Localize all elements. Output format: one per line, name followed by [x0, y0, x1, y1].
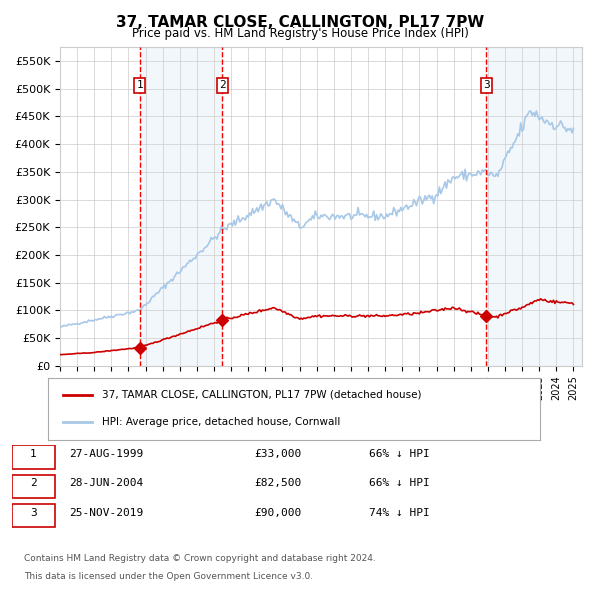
Text: 66% ↓ HPI: 66% ↓ HPI [369, 449, 430, 459]
Text: £90,000: £90,000 [254, 507, 301, 517]
Text: 27-AUG-1999: 27-AUG-1999 [70, 449, 144, 459]
Text: HPI: Average price, detached house, Cornwall: HPI: Average price, detached house, Corn… [102, 417, 340, 427]
Text: 1: 1 [30, 449, 37, 459]
Text: 3: 3 [30, 507, 37, 517]
Text: 1: 1 [136, 80, 143, 90]
Bar [486, 47, 582, 366]
Text: 66% ↓ HPI: 66% ↓ HPI [369, 478, 430, 489]
Bar [140, 47, 223, 366]
Text: This data is licensed under the Open Government Licence v3.0.: This data is licensed under the Open Gov… [24, 572, 313, 581]
Text: 25-NOV-2019: 25-NOV-2019 [70, 507, 144, 517]
Text: 3: 3 [483, 80, 490, 90]
FancyBboxPatch shape [12, 445, 55, 469]
Text: 28-JUN-2004: 28-JUN-2004 [70, 478, 144, 489]
Text: 2: 2 [30, 478, 37, 489]
Text: Price paid vs. HM Land Registry's House Price Index (HPI): Price paid vs. HM Land Registry's House … [131, 27, 469, 40]
Text: Contains HM Land Registry data © Crown copyright and database right 2024.: Contains HM Land Registry data © Crown c… [24, 555, 376, 563]
Text: 37, TAMAR CLOSE, CALLINGTON, PL17 7PW (detached house): 37, TAMAR CLOSE, CALLINGTON, PL17 7PW (d… [102, 390, 422, 400]
Text: 74% ↓ HPI: 74% ↓ HPI [369, 507, 430, 517]
FancyBboxPatch shape [12, 504, 55, 527]
Text: £33,000: £33,000 [254, 449, 301, 459]
Text: 2: 2 [219, 80, 226, 90]
Text: £82,500: £82,500 [254, 478, 301, 489]
FancyBboxPatch shape [12, 474, 55, 498]
Text: 37, TAMAR CLOSE, CALLINGTON, PL17 7PW: 37, TAMAR CLOSE, CALLINGTON, PL17 7PW [116, 15, 484, 30]
